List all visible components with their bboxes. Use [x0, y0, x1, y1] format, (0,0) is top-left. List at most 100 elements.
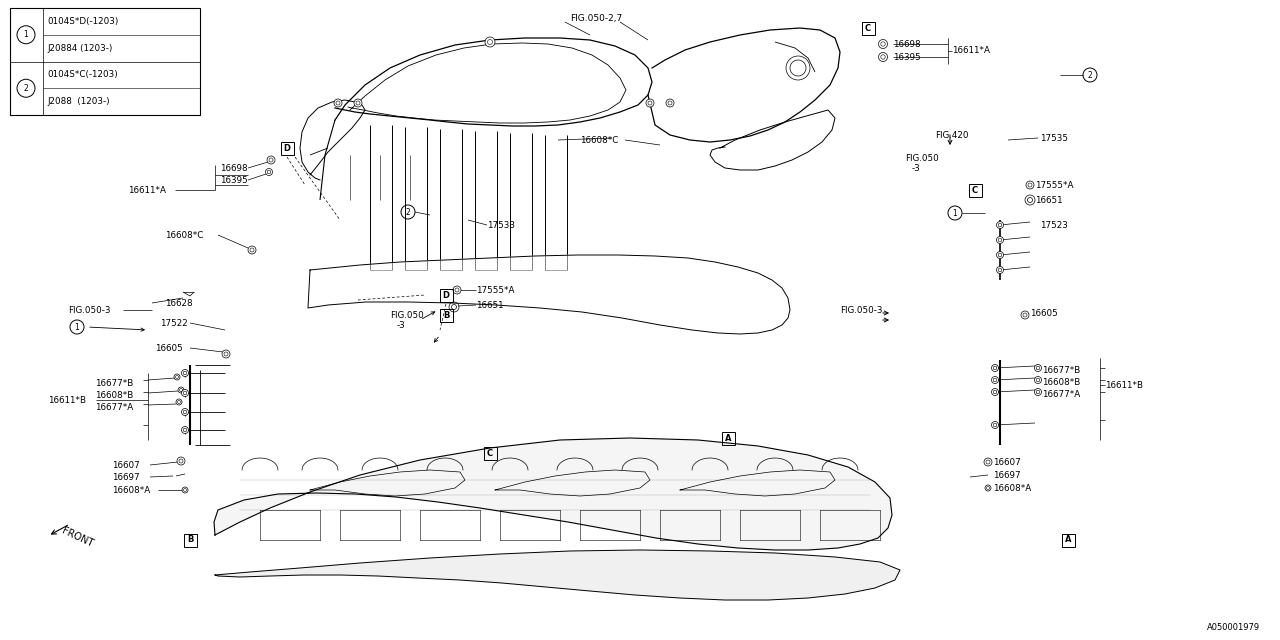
Text: 17523: 17523: [1039, 221, 1068, 230]
Text: 0104S*C(-1203): 0104S*C(-1203): [47, 70, 118, 79]
Circle shape: [878, 40, 887, 49]
Text: FIG.050-3: FIG.050-3: [68, 305, 110, 314]
Text: C: C: [486, 449, 493, 458]
Text: FIG.050-2,7: FIG.050-2,7: [570, 13, 622, 22]
Text: J2088  (1203-): J2088 (1203-): [47, 97, 110, 106]
Text: 16608*B: 16608*B: [95, 390, 133, 399]
Polygon shape: [215, 550, 900, 600]
Text: FIG.050: FIG.050: [390, 310, 424, 319]
Circle shape: [666, 99, 675, 107]
Bar: [1061, 534, 1074, 547]
Circle shape: [646, 99, 654, 107]
Circle shape: [984, 458, 992, 466]
Circle shape: [174, 374, 180, 380]
Text: 16605: 16605: [155, 344, 183, 353]
Text: FIG.050: FIG.050: [905, 154, 938, 163]
Circle shape: [182, 369, 188, 376]
Text: 2: 2: [23, 84, 28, 93]
Circle shape: [334, 99, 342, 107]
Circle shape: [182, 487, 188, 493]
Text: B: B: [443, 310, 449, 319]
Text: 0104S*D(-1203): 0104S*D(-1203): [47, 17, 118, 26]
Text: 16611*A: 16611*A: [128, 186, 166, 195]
Circle shape: [997, 221, 1004, 228]
Text: 16608*C: 16608*C: [580, 136, 618, 145]
Text: 16697: 16697: [993, 470, 1020, 479]
Text: A: A: [1065, 536, 1071, 545]
Bar: [280, 141, 293, 154]
Circle shape: [1034, 365, 1042, 371]
Circle shape: [986, 485, 991, 491]
Circle shape: [221, 350, 230, 358]
Text: FRONT: FRONT: [60, 525, 95, 548]
Circle shape: [453, 286, 461, 294]
Bar: [439, 308, 453, 321]
Bar: [484, 447, 497, 460]
Text: 16608*A: 16608*A: [113, 486, 150, 495]
Text: 1: 1: [74, 323, 79, 332]
Circle shape: [182, 408, 188, 415]
Circle shape: [178, 387, 184, 393]
Bar: [183, 534, 197, 547]
Text: 16395: 16395: [893, 52, 920, 61]
Text: 16677*A: 16677*A: [95, 403, 133, 412]
Circle shape: [997, 252, 1004, 259]
Circle shape: [1034, 388, 1042, 396]
Text: B: B: [187, 536, 193, 545]
Text: 16607: 16607: [993, 458, 1020, 467]
Text: 16651: 16651: [1036, 195, 1062, 205]
Circle shape: [992, 365, 998, 371]
Circle shape: [177, 399, 182, 405]
Text: 16677*A: 16677*A: [1042, 390, 1080, 399]
Text: 16611*B: 16611*B: [49, 396, 86, 404]
Bar: [722, 431, 735, 445]
Text: FIG.420: FIG.420: [934, 131, 969, 140]
Text: J20884 (1203-): J20884 (1203-): [47, 44, 113, 52]
Text: 16607: 16607: [113, 461, 140, 470]
Text: 2: 2: [1088, 70, 1092, 79]
Circle shape: [997, 237, 1004, 243]
Text: 16608*B: 16608*B: [1042, 378, 1080, 387]
Text: 16608*A: 16608*A: [993, 483, 1032, 493]
Circle shape: [248, 246, 256, 254]
Polygon shape: [214, 438, 892, 550]
Text: C: C: [972, 186, 978, 195]
Text: 1: 1: [952, 209, 957, 218]
Text: A050001979: A050001979: [1207, 623, 1260, 632]
Text: 16605: 16605: [1030, 308, 1057, 317]
Bar: [969, 184, 982, 196]
Text: 16628: 16628: [165, 298, 192, 307]
Text: 17533: 17533: [486, 221, 515, 230]
Text: 16611*A: 16611*A: [952, 45, 989, 54]
Text: D: D: [283, 143, 291, 152]
Text: 17522: 17522: [160, 319, 188, 328]
Text: 16697: 16697: [113, 472, 140, 481]
Bar: [439, 289, 453, 301]
Bar: [10, 8, 200, 115]
Text: 17535: 17535: [1039, 134, 1068, 143]
Circle shape: [485, 37, 495, 47]
Text: 16677*B: 16677*B: [95, 378, 133, 387]
Text: 16608*C: 16608*C: [165, 230, 204, 239]
Circle shape: [992, 376, 998, 383]
Text: FIG.050-3: FIG.050-3: [840, 305, 882, 314]
Text: 17555*A: 17555*A: [1036, 180, 1074, 189]
Circle shape: [182, 390, 188, 397]
Circle shape: [268, 156, 275, 164]
Circle shape: [878, 52, 887, 61]
Circle shape: [182, 426, 188, 433]
Text: 16677*B: 16677*B: [1042, 365, 1080, 374]
Circle shape: [997, 266, 1004, 273]
Text: 1: 1: [23, 30, 28, 39]
Circle shape: [992, 388, 998, 396]
Text: D: D: [443, 291, 449, 300]
Text: 16651: 16651: [476, 301, 503, 310]
Text: -3: -3: [397, 321, 406, 330]
Circle shape: [1027, 181, 1034, 189]
Text: -3: -3: [913, 163, 920, 173]
Circle shape: [355, 99, 362, 107]
Circle shape: [1034, 376, 1042, 383]
Bar: [861, 22, 874, 35]
Circle shape: [177, 457, 186, 465]
Text: C: C: [865, 24, 872, 33]
